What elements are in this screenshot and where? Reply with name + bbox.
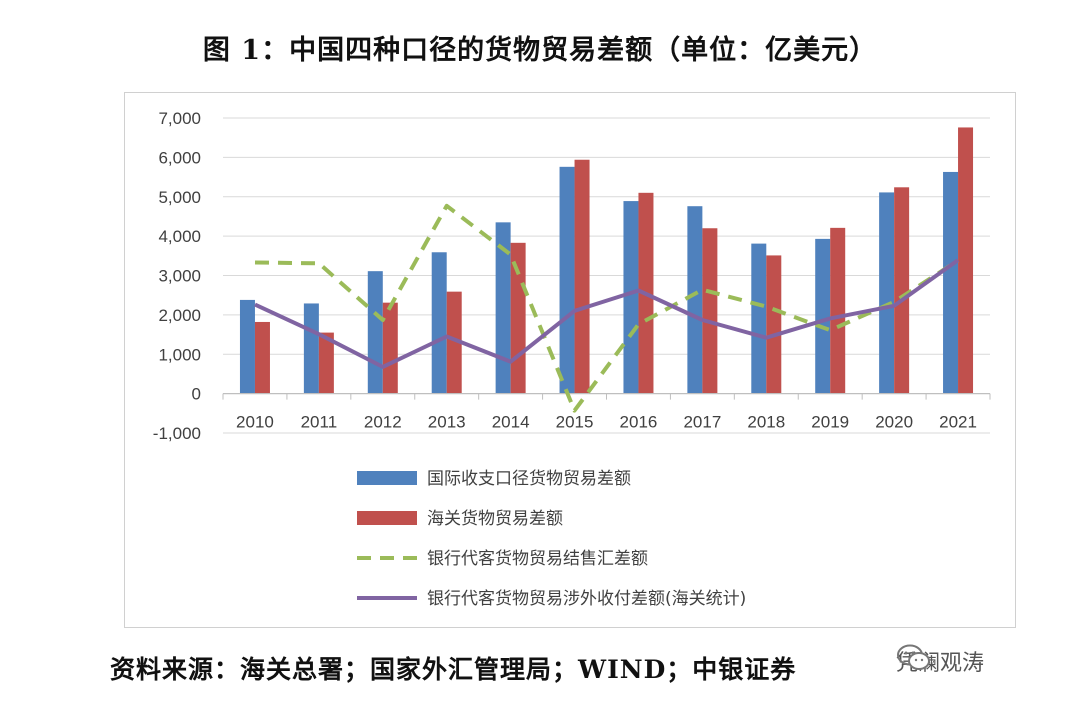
x-tick-label: 2012 bbox=[364, 413, 402, 432]
wechat-icon bbox=[897, 644, 930, 670]
x-tick-label: 2017 bbox=[683, 413, 721, 432]
bar bbox=[623, 201, 639, 394]
bar bbox=[751, 243, 767, 394]
series-line-dashed bbox=[254, 203, 960, 413]
bar bbox=[766, 255, 782, 394]
bar bbox=[574, 159, 590, 394]
bar bbox=[431, 252, 447, 394]
chart-svg: -1,000 0 1,000 2,000 3,000 4,000 5,000 6,000 7,0… bbox=[153, 109, 991, 609]
y-tick-label: -1,000 bbox=[153, 424, 201, 443]
x-tick-label: 2014 bbox=[492, 413, 530, 432]
bar-layer bbox=[239, 127, 974, 394]
bar bbox=[958, 127, 974, 394]
bar bbox=[446, 291, 462, 394]
series-line bbox=[254, 258, 960, 369]
bar bbox=[303, 303, 319, 394]
y-tick-label: 3,000 bbox=[158, 267, 201, 286]
x-tick-label: 2021 bbox=[939, 413, 977, 432]
bar bbox=[879, 192, 895, 394]
x-tick-label: 2013 bbox=[428, 413, 466, 432]
label-layer: -1,000 0 1,000 2,000 3,000 4,000 5,000 6,000 7,0… bbox=[153, 109, 977, 443]
bar bbox=[254, 321, 270, 394]
legend-swatch bbox=[357, 511, 417, 525]
y-tick-label: 6,000 bbox=[158, 148, 201, 167]
bar bbox=[559, 166, 575, 394]
legend-swatch bbox=[357, 471, 417, 485]
line-layer bbox=[254, 203, 960, 413]
legend-label: 海关货物贸易差额 bbox=[427, 509, 563, 529]
legend-label: 国际收支口径货物贸易差额 bbox=[427, 469, 631, 489]
chart-frame: -1,000 0 1,000 2,000 3,000 4,000 5,000 6,000 7,0… bbox=[124, 92, 1016, 628]
bar bbox=[382, 302, 398, 394]
x-tick-label: 2020 bbox=[875, 413, 913, 432]
grid-layer bbox=[223, 117, 990, 434]
y-tick-label: 5,000 bbox=[158, 188, 201, 207]
y-tick-label: 7,000 bbox=[158, 109, 201, 128]
y-tick-label: 0 bbox=[192, 385, 201, 404]
bar bbox=[943, 171, 959, 394]
x-tick-label: 2011 bbox=[301, 413, 338, 432]
watermark: 凭澜观涛 bbox=[896, 643, 984, 679]
legend-label: 银行代客货物贸易涉外收付差额(海关统计) bbox=[427, 589, 746, 609]
x-tick-label: 2010 bbox=[236, 413, 274, 432]
chart-title: 图 1：中国四种口径的货物贸易差额（单位：亿美元） bbox=[202, 35, 878, 66]
x-tick-label: 2015 bbox=[556, 413, 594, 432]
legend: 国际收支口径货物贸易差额海关货物贸易差额银行代客货物贸易结售汇差额银行代客货物贸… bbox=[357, 469, 746, 609]
x-tick-label: 2016 bbox=[620, 413, 658, 432]
x-tick-label: 2018 bbox=[747, 413, 785, 432]
y-tick-label: 2,000 bbox=[158, 306, 201, 325]
bar bbox=[815, 238, 831, 394]
x-tick-label: 2019 bbox=[811, 413, 849, 432]
bar bbox=[318, 332, 334, 394]
source-note: 资料来源：海关总署；国家外汇管理局；WIND；中银证券 bbox=[110, 655, 797, 684]
bar bbox=[687, 206, 703, 394]
bar bbox=[510, 242, 526, 394]
y-tick-label: 4,000 bbox=[158, 227, 201, 246]
y-tick-label: 1,000 bbox=[158, 345, 201, 364]
bar bbox=[830, 227, 846, 394]
bar bbox=[495, 222, 511, 394]
bar bbox=[239, 299, 255, 394]
legend-label: 银行代客货物贸易结售汇差额 bbox=[427, 549, 648, 569]
bar bbox=[367, 271, 383, 394]
bar bbox=[702, 228, 718, 394]
axis-layer bbox=[222, 393, 991, 400]
bar bbox=[894, 187, 910, 394]
